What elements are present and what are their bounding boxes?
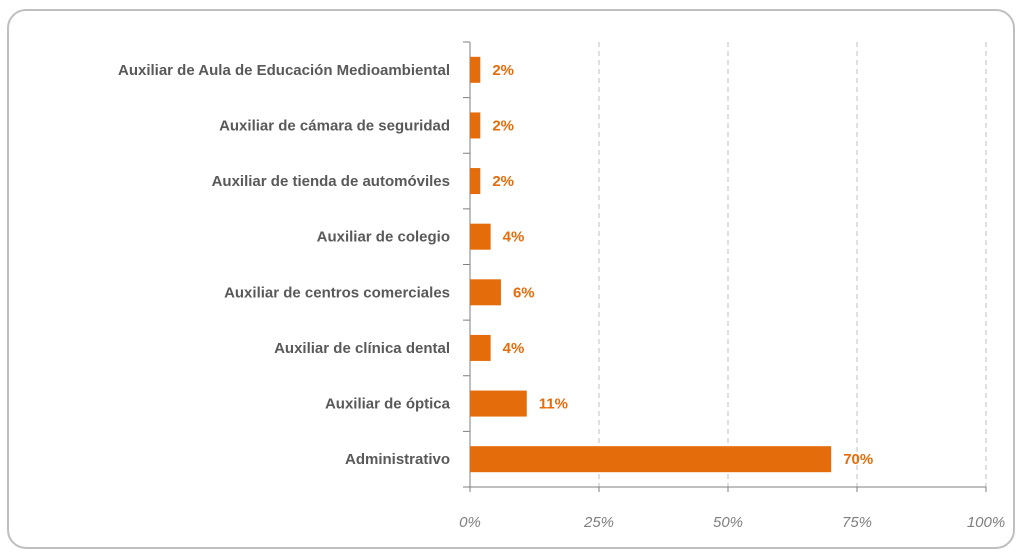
bar <box>470 279 501 306</box>
value-label: 4% <box>503 229 525 246</box>
value-label: 6% <box>513 284 535 301</box>
x-tick-label: 0% <box>459 514 481 531</box>
y-tick-label: Auxiliar de Aula de Educación Medioambie… <box>118 62 450 79</box>
value-label: 11% <box>539 396 568 413</box>
bar <box>470 223 491 250</box>
x-tick-label: 100% <box>967 514 1005 531</box>
value-label: 2% <box>492 62 514 79</box>
value-label: 2% <box>492 117 514 134</box>
y-tick-label: Auxiliar de tienda de automóviles <box>212 173 450 190</box>
x-tick-label: 50% <box>713 514 743 531</box>
y-tick-label: Auxiliar de cámara de seguridad <box>219 117 450 134</box>
bar <box>470 446 832 473</box>
y-tick-label: Auxiliar de centros comerciales <box>224 284 450 301</box>
bar <box>470 168 481 195</box>
value-label: 70% <box>843 451 873 468</box>
y-tick-label: Auxiliar de óptica <box>325 396 451 413</box>
value-label: 4% <box>503 340 525 357</box>
y-tick-label: Auxiliar de colegio <box>317 229 450 246</box>
value-label: 2% <box>492 173 514 190</box>
y-tick-label: Auxiliar de clínica dental <box>274 340 450 357</box>
bar <box>470 112 481 139</box>
bar <box>470 56 481 83</box>
x-tick-label: 25% <box>583 514 614 531</box>
x-tick-label: 75% <box>842 514 872 531</box>
chart-border <box>7 9 1015 549</box>
bar <box>470 390 527 417</box>
bar <box>470 334 491 361</box>
y-tick-label: Administrativo <box>345 451 450 468</box>
